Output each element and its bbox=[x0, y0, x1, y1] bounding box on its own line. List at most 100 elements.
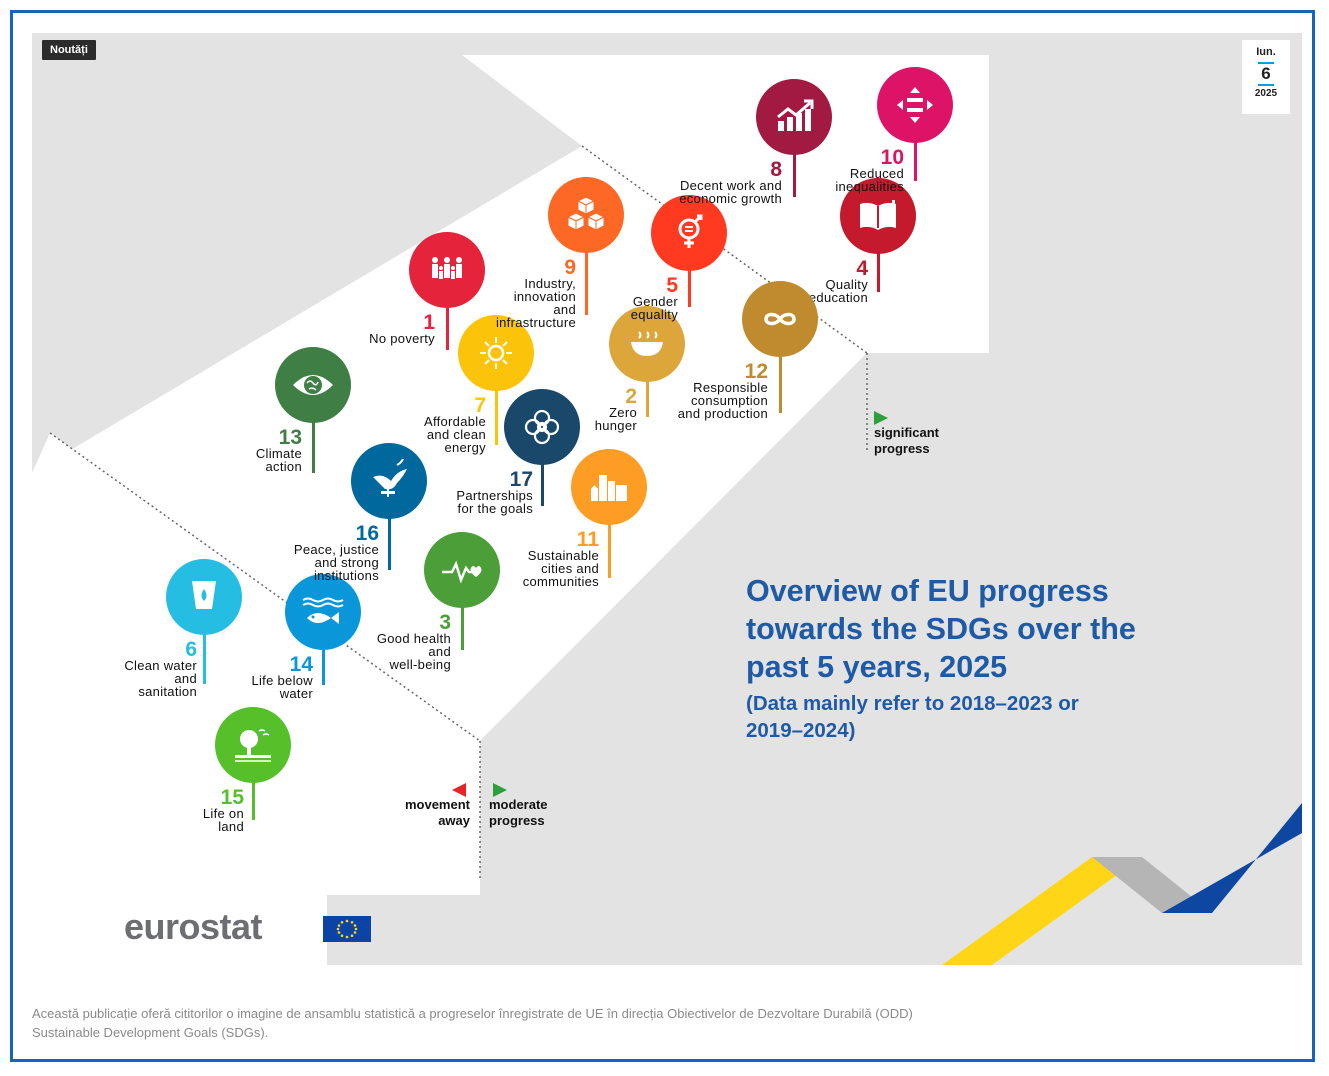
goal-number: 9 bbox=[564, 256, 576, 279]
goal-circle[interactable] bbox=[285, 574, 361, 650]
goal-number: 11 bbox=[576, 528, 599, 551]
eye-globe-icon bbox=[291, 363, 335, 407]
fish-icon bbox=[301, 590, 345, 634]
goal-number: 15 bbox=[220, 786, 244, 809]
goal-label: Affordable and clean energy bbox=[423, 414, 486, 455]
growth-chart-icon bbox=[772, 95, 816, 139]
moderate-progress-arrow-icon bbox=[493, 783, 507, 797]
caption-line-1: Această publicație oferă cititorilor o i… bbox=[32, 1006, 913, 1021]
goal-label: Good health and well-being bbox=[376, 631, 451, 672]
significant-progress-arrow-icon bbox=[874, 411, 888, 425]
gender-icon bbox=[667, 211, 711, 255]
date-box: Iun. 6 2025 bbox=[1242, 40, 1290, 114]
goal-label: Quality education bbox=[808, 277, 868, 305]
goal-label: Responsible consumption and production bbox=[677, 380, 768, 421]
dotted-line-top bbox=[581, 145, 868, 354]
cubes-icon bbox=[564, 193, 608, 237]
goal-label: Reduced inequalities bbox=[835, 166, 904, 194]
goal-number: 6 bbox=[185, 638, 197, 661]
goal-stem bbox=[585, 215, 588, 315]
dove-icon bbox=[367, 459, 411, 503]
background-shapes bbox=[32, 55, 1302, 965]
goal-circle[interactable] bbox=[504, 389, 580, 465]
tree-icon bbox=[231, 723, 275, 767]
goal-number: 16 bbox=[355, 522, 379, 545]
goal-label: Life on land bbox=[202, 806, 244, 834]
goal-number: 14 bbox=[289, 653, 313, 676]
goal-number: 10 bbox=[880, 146, 904, 169]
rings-icon bbox=[520, 405, 564, 449]
goal-circle[interactable] bbox=[215, 707, 291, 783]
goal-number: 8 bbox=[770, 158, 782, 181]
grey-panel-right bbox=[480, 353, 1302, 895]
goal-number: 13 bbox=[278, 426, 302, 449]
infographic-title: Overview of EU progress towards the SDGs… bbox=[746, 574, 1136, 684]
sun-icon bbox=[474, 331, 518, 375]
legend-significant-progress: significant progress bbox=[874, 425, 940, 456]
equals-icon bbox=[893, 83, 937, 127]
grey-lower-left bbox=[32, 433, 480, 965]
goal-label: Climate action bbox=[255, 446, 302, 474]
heartbeat-icon bbox=[440, 548, 484, 592]
goal-circle[interactable] bbox=[840, 178, 916, 254]
goal-circle[interactable] bbox=[571, 449, 647, 525]
goal-stem bbox=[877, 216, 880, 292]
goal-stem bbox=[461, 570, 464, 650]
goal-label: No poverty bbox=[369, 331, 435, 346]
goal-number: 12 bbox=[744, 360, 768, 383]
date-year: 2025 bbox=[1254, 88, 1278, 99]
ribbon-grey bbox=[1092, 857, 1212, 913]
goal-circle[interactable] bbox=[275, 347, 351, 423]
goal-label: Life below water bbox=[251, 673, 313, 701]
goal-circle[interactable] bbox=[351, 443, 427, 519]
goal-circle[interactable] bbox=[424, 532, 500, 608]
goal-stem bbox=[203, 597, 206, 684]
goal-number: 4 bbox=[856, 257, 868, 280]
eurostat-logo[interactable]: eurostat bbox=[124, 906, 263, 947]
infographic-card[interactable] bbox=[32, 33, 1302, 965]
bowl-icon bbox=[625, 322, 669, 366]
goal-label: Industry, innovation and infrastructure bbox=[495, 276, 576, 330]
goal-label: Gender equality bbox=[630, 294, 678, 322]
dotted-line-left bbox=[49, 432, 481, 742]
infographic-subtitle: (Data mainly refer to 2018–2023 or 2019–… bbox=[746, 692, 1079, 742]
book-icon bbox=[856, 194, 900, 238]
goal-number: 7 bbox=[474, 394, 486, 417]
goal-circle[interactable] bbox=[651, 195, 727, 271]
infinity-icon bbox=[758, 297, 802, 341]
goal-stem bbox=[608, 487, 611, 578]
goal-circle[interactable] bbox=[458, 315, 534, 391]
goal-label: Peace, justice and strong institutions bbox=[293, 542, 379, 583]
legend-movement-away: movement away bbox=[404, 797, 470, 828]
goal-circle[interactable] bbox=[409, 232, 485, 308]
goal-number: 3 bbox=[439, 611, 451, 634]
goal-circle[interactable] bbox=[877, 67, 953, 143]
goal-circle[interactable] bbox=[756, 79, 832, 155]
goal-label: Sustainable cities and communities bbox=[522, 548, 599, 589]
ribbon-yellow bbox=[942, 857, 1142, 965]
goal-circle[interactable] bbox=[166, 559, 242, 635]
goal-stem bbox=[779, 319, 782, 413]
goal-stem bbox=[495, 353, 498, 445]
goal-number: 2 bbox=[625, 385, 637, 408]
goal-number: 5 bbox=[666, 274, 678, 297]
goal-stem bbox=[793, 117, 796, 197]
water-icon bbox=[182, 575, 226, 619]
goal-circle[interactable] bbox=[548, 177, 624, 253]
family-icon bbox=[425, 248, 469, 292]
goal-stem bbox=[312, 385, 315, 473]
goal-label: Zero hunger bbox=[594, 405, 637, 433]
movement-away-arrow-icon bbox=[452, 783, 466, 797]
goal-stem bbox=[541, 427, 544, 506]
news-badge[interactable]: Noutăți bbox=[42, 40, 96, 60]
goal-number: 1 bbox=[423, 311, 435, 334]
goal-circle[interactable] bbox=[609, 306, 685, 382]
eu-flag-icon bbox=[323, 916, 371, 942]
legend-moderate-progress: moderate progress bbox=[489, 797, 548, 828]
goal-label: Partnerships for the goals bbox=[456, 488, 533, 516]
goal-stem bbox=[914, 105, 917, 181]
publication-caption: Această publicație oferă cititorilor o i… bbox=[32, 1004, 913, 1042]
date-day: 6 bbox=[1258, 62, 1274, 86]
caption-line-2: Sustainable Development Goals (SDGs). bbox=[32, 1025, 269, 1040]
goal-circle[interactable] bbox=[742, 281, 818, 357]
